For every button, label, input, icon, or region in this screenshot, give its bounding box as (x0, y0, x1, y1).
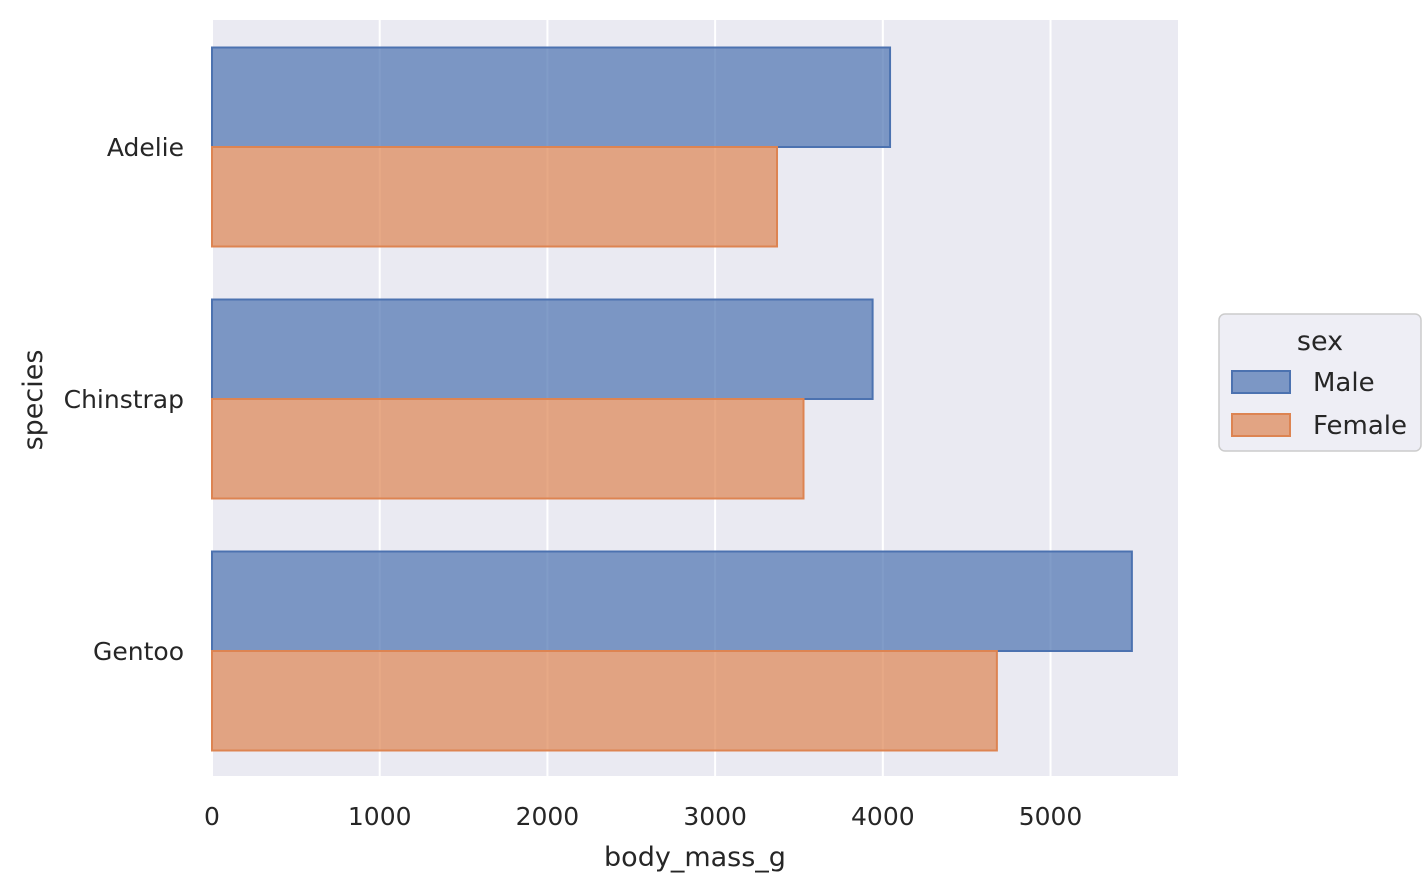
legend-swatch-female (1231, 413, 1291, 437)
legend-label-male: Male (1313, 368, 1375, 398)
x-tick-label: 3000 (683, 802, 747, 831)
y-tick-label: Chinstrap (64, 385, 184, 414)
legend-label-female: Female (1313, 411, 1407, 441)
legend-title: sex (1297, 326, 1343, 357)
x-tick-label: 5000 (1019, 802, 1083, 831)
y-axis-ticks: Adelie Chinstrap Gentoo (64, 133, 184, 666)
legend: sex Male Female (1218, 313, 1422, 452)
x-tick-label: 2000 (516, 802, 580, 831)
x-axis-label: body_mass_g (604, 842, 786, 873)
bar-female-adelie (211, 146, 779, 248)
x-tick-label: 0 (204, 802, 220, 831)
bar-female-chinstrap (211, 398, 805, 500)
bar-female-gentoo (211, 650, 998, 752)
bar-male-chinstrap (211, 298, 874, 400)
legend-swatch-male (1231, 370, 1291, 394)
x-tick-label: 4000 (851, 802, 915, 831)
bar-male-adelie (211, 46, 892, 148)
y-tick-label: Adelie (107, 133, 184, 162)
legend-items: Male Female (1231, 368, 1407, 441)
bars (211, 46, 1133, 752)
y-tick-label: Gentoo (93, 637, 184, 666)
x-axis-ticks: 0 1000 2000 3000 4000 5000 (204, 802, 1082, 831)
x-tick-label: 1000 (348, 802, 412, 831)
y-axis-label: species (18, 350, 49, 451)
bar-male-gentoo (211, 550, 1133, 652)
